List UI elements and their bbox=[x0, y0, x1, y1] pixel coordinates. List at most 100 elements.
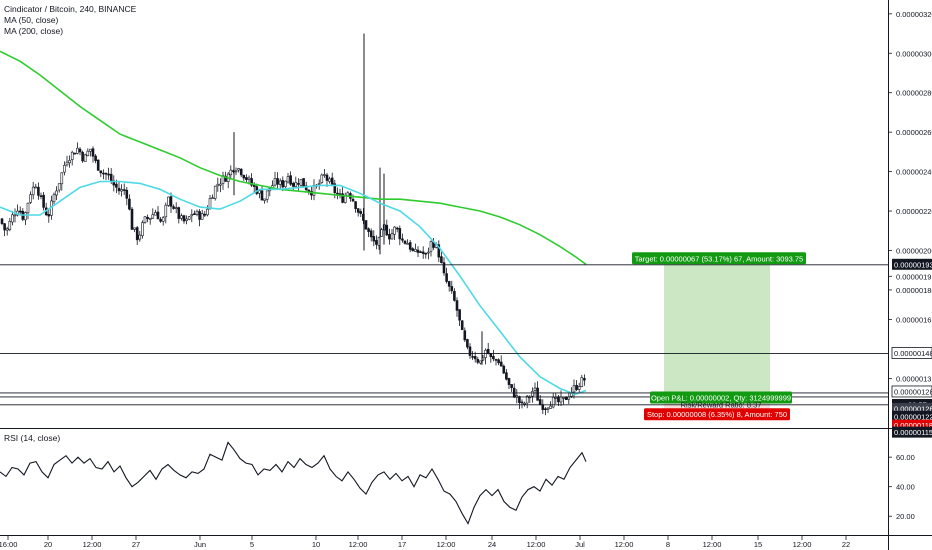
candle-down[interactable] bbox=[203, 213, 207, 216]
candle-up[interactable] bbox=[190, 214, 194, 217]
candle-down[interactable] bbox=[518, 396, 521, 403]
candle-up[interactable] bbox=[57, 183, 61, 191]
candle-down[interactable] bbox=[47, 214, 51, 217]
candle-down[interactable] bbox=[109, 173, 113, 182]
candle-down[interactable] bbox=[130, 208, 134, 230]
candle-down[interactable] bbox=[341, 193, 344, 203]
candle-up[interactable] bbox=[213, 185, 217, 199]
candle-up[interactable] bbox=[187, 216, 191, 220]
candle-up[interactable] bbox=[83, 154, 87, 162]
candle-up[interactable] bbox=[216, 183, 220, 187]
candle-down[interactable] bbox=[463, 330, 467, 341]
price-tag-low[interactable]: 0.00000122 bbox=[894, 412, 932, 421]
candle-up[interactable] bbox=[559, 396, 563, 403]
candle-up[interactable] bbox=[89, 148, 92, 152]
candle-down[interactable] bbox=[242, 174, 246, 179]
candle-down[interactable] bbox=[102, 172, 105, 175]
ma50-line[interactable] bbox=[0, 180, 587, 396]
candle-up[interactable] bbox=[120, 189, 123, 192]
candle-down[interactable] bbox=[304, 185, 308, 191]
candle-down[interactable] bbox=[440, 256, 443, 263]
candle-up[interactable] bbox=[29, 194, 32, 203]
candle-up[interactable] bbox=[577, 386, 581, 390]
price-tag-target[interactable]: 0.00000193 bbox=[894, 260, 932, 269]
candle-up[interactable] bbox=[284, 180, 287, 188]
candle-down[interactable] bbox=[424, 252, 428, 255]
candle-up[interactable] bbox=[551, 397, 555, 408]
position-tags-layer[interactable]: Target: 0.00000067 (53.17%) 67, Amount: … bbox=[632, 252, 806, 421]
candle-down[interactable] bbox=[39, 195, 43, 197]
candle-down[interactable] bbox=[359, 211, 363, 214]
candle-up[interactable] bbox=[406, 243, 409, 245]
candle-up[interactable] bbox=[148, 217, 152, 220]
candle-down[interactable] bbox=[73, 152, 77, 155]
stop-label[interactable]: Stop: 0.00000008 (6.35%) 8, Amount: 750 bbox=[647, 410, 787, 419]
candle-down[interactable] bbox=[156, 211, 160, 220]
candle-down[interactable] bbox=[445, 273, 448, 282]
candle-up[interactable] bbox=[26, 202, 30, 214]
candle-up[interactable] bbox=[278, 180, 282, 185]
candle-down[interactable] bbox=[307, 189, 311, 192]
candle-down[interactable] bbox=[502, 365, 506, 374]
candle-up[interactable] bbox=[151, 214, 155, 219]
candle-down[interactable] bbox=[336, 192, 339, 195]
candle-down[interactable] bbox=[369, 230, 373, 238]
candle-down[interactable] bbox=[117, 187, 121, 192]
candle-down[interactable] bbox=[260, 190, 264, 201]
candle-down[interactable] bbox=[104, 172, 108, 175]
candle-down[interactable] bbox=[330, 177, 334, 185]
candle-down[interactable] bbox=[398, 228, 402, 240]
candle-down[interactable] bbox=[468, 346, 472, 356]
candle-up[interactable] bbox=[390, 233, 394, 240]
ma50-legend[interactable]: MA (50, close) bbox=[4, 15, 59, 25]
candle-down[interactable] bbox=[401, 238, 404, 241]
candle-down[interactable] bbox=[356, 208, 360, 213]
price-tag-entry[interactable]: 0.00000148 bbox=[894, 349, 932, 358]
candle-down[interactable] bbox=[583, 378, 586, 381]
candle-down[interactable] bbox=[544, 408, 547, 411]
candlestick-series[interactable] bbox=[0, 33, 586, 416]
candle-up[interactable] bbox=[237, 168, 240, 171]
candle-up[interactable] bbox=[234, 170, 238, 173]
price-tag-current[interactable]: 0.00000128 bbox=[894, 387, 932, 396]
candle-down[interactable] bbox=[107, 173, 110, 176]
candle-up[interactable] bbox=[180, 215, 183, 219]
rsi-line[interactable] bbox=[0, 441, 587, 525]
candle-up[interactable] bbox=[63, 165, 66, 173]
candle-down[interactable] bbox=[367, 228, 370, 232]
candle-up[interactable] bbox=[320, 174, 324, 183]
candle-down[interactable] bbox=[450, 286, 454, 292]
candle-up[interactable] bbox=[65, 161, 69, 166]
candle-up[interactable] bbox=[68, 160, 71, 164]
candle-down[interactable] bbox=[507, 378, 511, 385]
candle-down[interactable] bbox=[252, 185, 256, 187]
candle-down[interactable] bbox=[416, 249, 420, 253]
candle-down[interactable] bbox=[372, 236, 376, 242]
candle-down[interactable] bbox=[375, 240, 378, 245]
target-label[interactable]: Target: 0.00000067 (53.17%) 67, Amount: … bbox=[635, 254, 803, 263]
candle-up[interactable] bbox=[206, 208, 209, 216]
candle-up[interactable] bbox=[200, 213, 204, 220]
candle-down[interactable] bbox=[81, 151, 84, 162]
candle-down[interactable] bbox=[0, 218, 4, 224]
rsi-legend[interactable]: RSI (14, close) bbox=[4, 433, 61, 443]
candle-up[interactable] bbox=[258, 190, 261, 194]
candle-up[interactable] bbox=[531, 391, 534, 397]
candle-down[interactable] bbox=[135, 227, 139, 241]
candle-down[interactable] bbox=[224, 175, 227, 182]
candle-down[interactable] bbox=[122, 189, 126, 191]
candle-up[interactable] bbox=[8, 221, 12, 230]
candle-up[interactable] bbox=[549, 405, 552, 409]
candle-up[interactable] bbox=[572, 385, 576, 393]
price-tag-prev[interactable]: 0.00000126 bbox=[894, 404, 932, 413]
candle-up[interactable] bbox=[185, 218, 188, 221]
candle-up[interactable] bbox=[562, 397, 565, 399]
ma200-legend[interactable]: MA (200, close) bbox=[4, 26, 64, 36]
candle-up[interactable] bbox=[414, 249, 417, 252]
candle-down[interactable] bbox=[96, 159, 100, 171]
candle-up[interactable] bbox=[219, 183, 222, 186]
price-axis[interactable]: 0.00000320 0.00000300 0.00000280 0.00000260… bbox=[888, 10, 932, 438]
candle-down[interactable] bbox=[388, 234, 391, 240]
candle-up[interactable] bbox=[13, 214, 17, 217]
